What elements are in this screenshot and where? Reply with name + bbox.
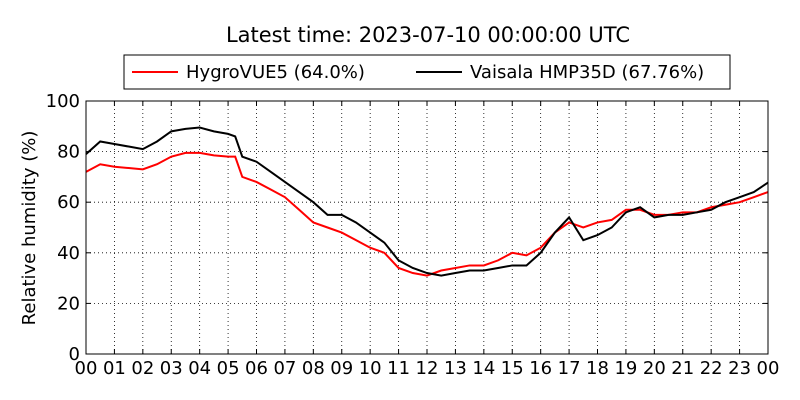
x-tick-label: 18 <box>586 358 609 379</box>
y-tick-label: 0 <box>69 344 80 365</box>
x-tick-label: 20 <box>643 358 666 379</box>
x-tick-label: 23 <box>728 358 751 379</box>
x-tick-label: 13 <box>444 358 467 379</box>
x-tick-label: 00 <box>757 358 780 379</box>
y-tick-label: 20 <box>57 293 80 314</box>
y-tick-label: 100 <box>46 91 80 112</box>
x-tick-label: 07 <box>273 358 296 379</box>
x-tick-label: 11 <box>387 358 410 379</box>
x-tick-label: 21 <box>671 358 694 379</box>
x-tick-label: 05 <box>217 358 240 379</box>
x-tick-label: 14 <box>472 358 495 379</box>
y-axis-label: Relative humidity (%) <box>19 131 40 326</box>
y-tick-label: 40 <box>57 243 80 264</box>
x-tick-label: 22 <box>700 358 723 379</box>
plot-background <box>86 101 768 354</box>
x-tick-label: 06 <box>245 358 268 379</box>
series-line <box>85 151 769 277</box>
x-tick-label: 03 <box>160 358 183 379</box>
x-tick-label: 09 <box>330 358 353 379</box>
x-tick-label: 10 <box>359 358 382 379</box>
chart-title: Latest time: 2023-07-10 00:00:00 UTC <box>226 23 630 47</box>
x-tick-label: 00 <box>75 358 98 379</box>
x-tick-label: 08 <box>302 358 325 379</box>
y-tick-label: 60 <box>57 192 80 213</box>
plot-frame <box>85 100 769 355</box>
legend-label: HygroVUE5 (64.0%) <box>186 62 365 83</box>
y-tick-label: 80 <box>57 142 80 163</box>
x-tick-label: 15 <box>501 358 524 379</box>
x-tick-label: 02 <box>131 358 154 379</box>
x-tick-label: 16 <box>529 358 552 379</box>
series-line <box>85 126 769 277</box>
legend-label: Vaisala HMP35D (67.76%) <box>470 62 704 83</box>
x-tick-label: 12 <box>416 358 439 379</box>
x-tick-label: 01 <box>103 358 126 379</box>
x-tick-label: 19 <box>614 358 637 379</box>
x-tick-label: 17 <box>558 358 581 379</box>
x-tick-label: 04 <box>188 358 211 379</box>
